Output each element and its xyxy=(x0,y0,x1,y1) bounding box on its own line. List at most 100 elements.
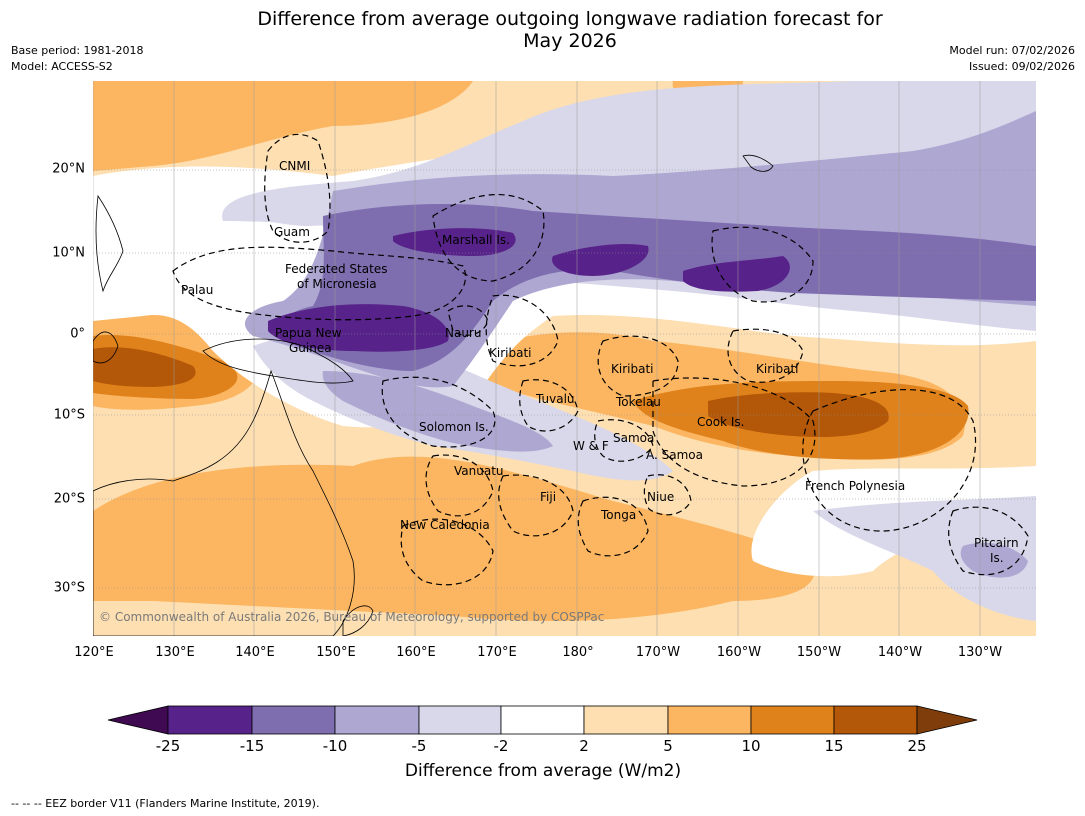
eez-vanuatu xyxy=(425,454,494,517)
anomaly-field-15-25-center xyxy=(708,392,889,438)
anomaly-field-neg25-neg15-png xyxy=(268,304,449,352)
lon-label-170e: 170°E xyxy=(477,645,517,660)
colorbar-bin-2-5 xyxy=(583,705,669,735)
colorbar-title: Difference from average (W/m2) xyxy=(404,761,682,781)
colorbar-extend-low xyxy=(107,705,169,735)
map-panel[interactable]: CNMI Guam Federated States of Micronesia… xyxy=(93,81,1036,636)
label-png-2: Guinea xyxy=(289,341,332,355)
lon-label-160w: 160°W xyxy=(716,645,762,660)
lon-label-130w: 130°W xyxy=(957,645,1003,660)
label-niue: Niue xyxy=(647,490,674,504)
new-guinea-coast xyxy=(202,338,354,384)
eez-kiribati-west xyxy=(485,294,559,367)
colorbar-bin-neg5-neg2 xyxy=(418,705,502,735)
lat-label-20n: 20°N xyxy=(52,161,85,177)
model-name: Model: ACCESS-S2 xyxy=(11,60,113,73)
eez-borders xyxy=(172,133,1029,586)
lat-label-10n: 10°N xyxy=(52,245,85,261)
label-wf: W & F xyxy=(573,439,609,453)
colorbar-tick-neg25: -25 xyxy=(155,737,181,755)
lat-label-30s: 30°S xyxy=(53,580,85,596)
borneo-coast xyxy=(93,331,119,364)
anomaly-field-5-10-nw xyxy=(93,81,473,171)
lon-label-140e: 140°E xyxy=(235,645,275,660)
graticule-lon xyxy=(93,81,981,636)
eez-niue xyxy=(643,474,692,516)
colorbar-tick-2: 2 xyxy=(579,737,589,755)
label-nauru: Nauru xyxy=(445,326,481,340)
eez-tuvalu xyxy=(519,379,579,432)
colorbar-tick-10: 10 xyxy=(741,737,761,755)
label-fsm-2: of Micronesia xyxy=(297,277,377,291)
eez-kiribati-east xyxy=(727,328,804,383)
model-run: Model run: 07/02/2026 xyxy=(949,44,1075,57)
lon-label-160e: 160°E xyxy=(396,645,436,660)
place-labels: CNMI Guam Federated States of Micronesia… xyxy=(181,159,1019,565)
eez-cnmi xyxy=(264,133,331,243)
label-asamoa: A. Samoa xyxy=(646,448,703,462)
label-kiribati-central: Kiribati xyxy=(611,362,653,376)
copyright-notice: © Commonwealth of Australia 2026, Bureau… xyxy=(99,610,604,624)
label-vanuatu: Vanuatu xyxy=(454,464,504,478)
eez-pitcairn xyxy=(948,506,1029,576)
coastlines xyxy=(93,154,774,636)
colorbar-bin-neg2-2 xyxy=(500,705,585,735)
label-guam: Guam xyxy=(274,225,310,239)
meta-right: Model run: 07/02/2026 Issued: 09/02/2026 xyxy=(949,43,1075,75)
lon-label-140w: 140°W xyxy=(877,645,923,660)
colorbar-tick-neg5: -5 xyxy=(411,737,427,755)
eez-samoa xyxy=(594,419,654,462)
label-pitcairn-1: Pitcairn xyxy=(974,536,1019,550)
anomaly-field-neg25-neg15-marshall xyxy=(393,228,516,256)
colorbar-tick-neg10: -10 xyxy=(322,737,348,755)
australia-coast xyxy=(93,369,355,636)
label-tuvalu: Tuvalu xyxy=(535,392,575,406)
new-zealand-coast xyxy=(342,605,374,636)
eez-hawaii xyxy=(711,226,814,303)
map-canvas: CNMI Guam Federated States of Micronesia… xyxy=(93,81,1036,636)
eez-frenchpoly xyxy=(802,389,977,532)
colorbar-bin-neg10-neg5 xyxy=(334,705,420,735)
eez-cook xyxy=(652,377,816,487)
colorbar-bin-neg15-neg10 xyxy=(251,705,336,735)
label-cook: Cook Is. xyxy=(697,415,744,429)
eez-solomon xyxy=(381,376,496,448)
colorbar-bin-neg25-neg15 xyxy=(167,705,253,735)
eez-newcal xyxy=(400,518,494,586)
label-kiribati-east: Kiribati xyxy=(756,362,798,376)
colorbar-bin-15-25 xyxy=(833,705,918,735)
label-pitcairn-2: Is. xyxy=(990,551,1004,565)
philippines-coast xyxy=(95,194,124,293)
label-palau: Palau xyxy=(181,283,213,297)
label-frenchpoly: French Polynesia xyxy=(805,479,905,493)
label-tonga: Tonga xyxy=(600,508,636,522)
hawaii-coast xyxy=(742,154,774,172)
label-marshall: Marshall Is. xyxy=(442,233,510,247)
colorbar-tick-neg2: -2 xyxy=(493,737,509,755)
eez-nauru xyxy=(447,305,489,336)
label-png-1: Papua New xyxy=(275,326,342,340)
eez-marshall xyxy=(432,194,545,282)
eez-footnote: -- -- -- EEZ border V11 (Flanders Marine… xyxy=(11,797,320,810)
lon-label-170w: 170°W xyxy=(635,645,681,660)
meta-left: Base period: 1981-2018 Model: ACCESS-S2 xyxy=(11,43,143,75)
lon-label-150e: 150°E xyxy=(316,645,356,660)
eez-kiribati-central xyxy=(597,335,679,397)
label-newcal: New Caledonia xyxy=(400,518,490,532)
anomaly-field-neg10-neg5-south xyxy=(322,371,553,452)
anomaly-field-5-10-south xyxy=(93,456,815,621)
anomaly-field-15-25-west xyxy=(93,347,196,387)
label-fiji: Fiji xyxy=(540,490,556,504)
eez-fiji xyxy=(498,474,574,537)
label-tokelau: Tokelau xyxy=(615,395,661,409)
lon-label-120e: 120°E xyxy=(74,645,114,660)
title-line-1: Difference from average outgoing longwav… xyxy=(257,8,883,30)
lat-label-10s: 10°S xyxy=(53,407,85,423)
map-title: Difference from average outgoing longwav… xyxy=(0,8,1085,52)
label-cnmi: CNMI xyxy=(279,159,310,173)
colorbar-tick-5: 5 xyxy=(663,737,673,755)
label-fsm-1: Federated States xyxy=(285,262,387,276)
lat-label-20s: 20°S xyxy=(53,491,85,507)
base-period: Base period: 1981-2018 xyxy=(11,44,144,57)
anomaly-field-neg25-neg15-central xyxy=(552,244,649,276)
